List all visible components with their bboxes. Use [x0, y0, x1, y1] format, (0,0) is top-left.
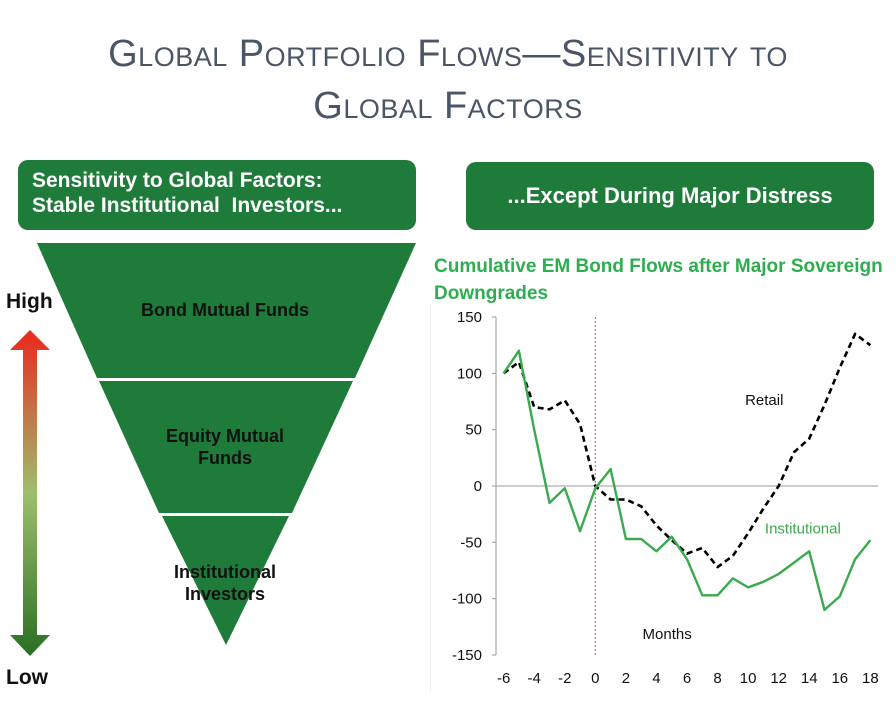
series-line-retail — [502, 332, 872, 569]
pyramid-level-bond-mutual-funds — [37, 243, 416, 378]
x-tick-label: -4 — [528, 670, 541, 687]
series-lines — [502, 332, 872, 612]
x-tick-labels: -6 -4 -2 0 2 4 6 8 10 12 14 16 18 — [497, 670, 879, 687]
sensitivity-scale-arrow — [10, 330, 50, 656]
x-tick-label: 4 — [652, 670, 660, 687]
pyramid-level-institutional-investors — [162, 516, 289, 645]
series-label-retail: Retail — [745, 392, 783, 409]
x-tick-label: 2 — [622, 670, 630, 687]
y-tick-label: -150 — [452, 647, 482, 664]
x-tick-label: -2 — [558, 670, 571, 687]
x-axis-label: Months — [643, 626, 692, 643]
x-tick-label: 8 — [713, 670, 721, 687]
y-tick-label: 100 — [457, 365, 482, 382]
sensitivity-pyramid — [37, 243, 416, 645]
chart-title: Cumulative EM Bond Flows after Major Sov… — [434, 256, 883, 304]
scale-arrow-shape — [10, 330, 50, 656]
y-tick-labels: -150 -100 -50 0 50 100 150 — [452, 309, 496, 664]
slide-title-line-2: Global Factors — [313, 85, 583, 127]
pyramid-level-equity-mutual-funds — [99, 381, 353, 513]
left-banner: Sensitivity to Global Factors: Stable In… — [18, 160, 416, 230]
left-banner-line-1: Sensitivity to Global Factors: — [32, 169, 323, 192]
x-tick-label: 12 — [770, 670, 787, 687]
x-tick-label: 6 — [683, 670, 691, 687]
scale-high-label: High — [6, 290, 53, 313]
y-tick-label: 50 — [465, 422, 482, 439]
y-tick-label: -50 — [460, 534, 482, 551]
series-line-institutional — [502, 349, 872, 612]
pyramid-label-bond-mutual-funds: Bond Mutual Funds — [141, 300, 309, 320]
y-tick-label: 0 — [474, 478, 482, 495]
x-tick-label: 10 — [740, 670, 757, 687]
series-label-institutional: Institutional — [765, 520, 841, 537]
y-tick-label: 150 — [457, 309, 482, 326]
pyramid-label-equity-mutual-funds: Equity Mutual Funds — [166, 426, 284, 468]
scale-low-label: Low — [6, 666, 48, 689]
x-tick-label: 16 — [831, 670, 848, 687]
x-tick-label: 0 — [591, 670, 599, 687]
y-tick-label: -100 — [452, 591, 482, 608]
slide-title-line-1: Global Portfolio Flows—Sensitivity to — [108, 33, 788, 75]
right-banner: ...Except During Major Distress — [466, 162, 874, 230]
x-tick-label: 18 — [862, 670, 879, 687]
em-bond-flows-chart: -150 -100 -50 0 50 100 150 -6 -4 -2 0 2 4 6 8 10 12 14 16… — [430, 305, 879, 693]
left-banner-line-2: Stable Institutional Investors... — [32, 194, 343, 217]
slide-title: Global Portfolio Flows—Sensitivity to Gl… — [0, 28, 896, 132]
x-tick-label: -6 — [497, 670, 510, 687]
pyramid-label-institutional-investors: Institutional Investors — [174, 562, 276, 604]
x-tick-label: 14 — [801, 670, 818, 687]
